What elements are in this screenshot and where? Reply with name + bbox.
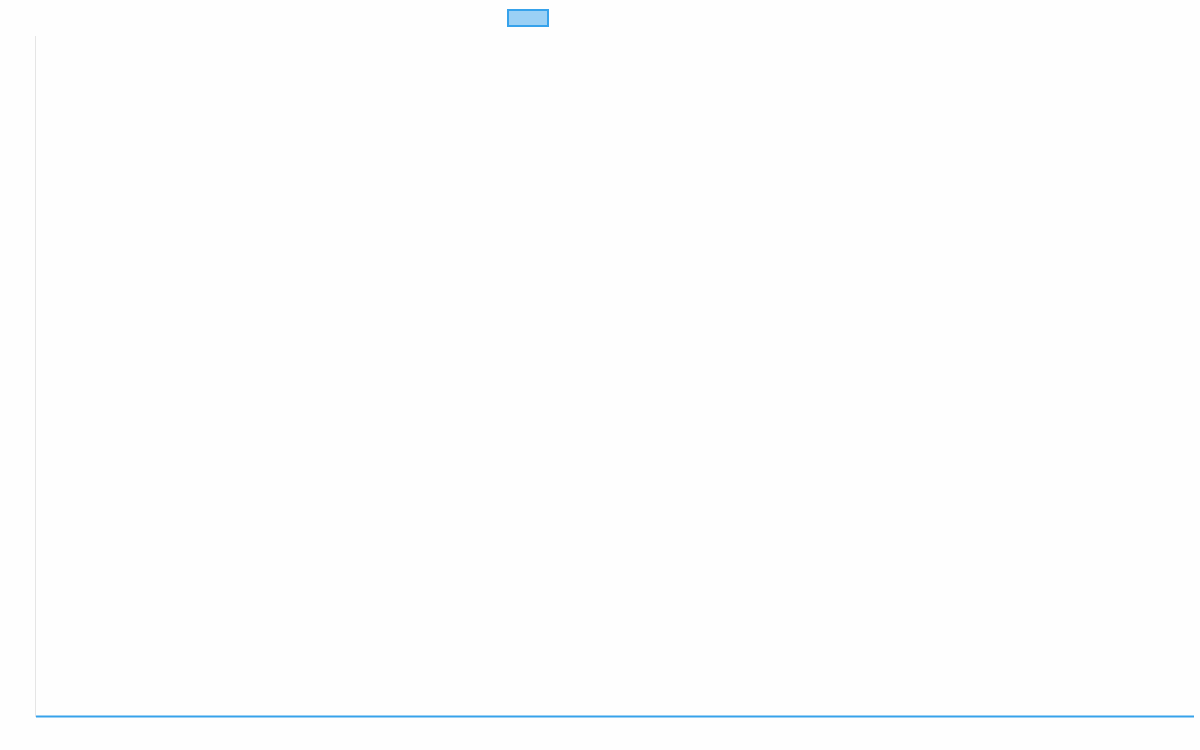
legend-swatch[interactable] [507,9,549,27]
